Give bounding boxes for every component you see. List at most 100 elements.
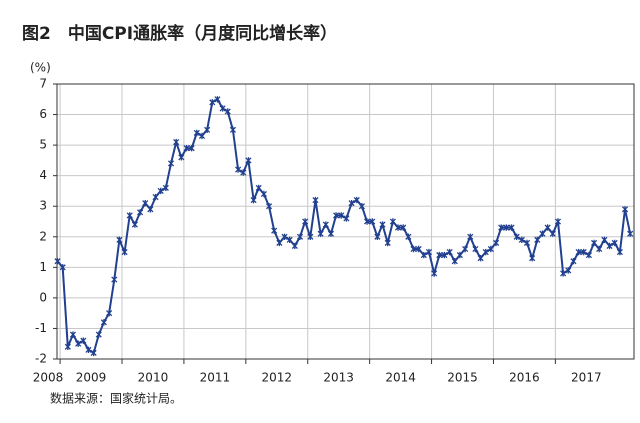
data-point xyxy=(137,209,144,216)
data-point xyxy=(565,267,572,274)
y-tick-label: 6 xyxy=(39,107,47,121)
data-point xyxy=(219,105,226,112)
x-tick-label: 2010 xyxy=(138,371,169,385)
data-point xyxy=(64,343,71,350)
data-point xyxy=(229,126,237,134)
data-point xyxy=(394,224,402,231)
x-tick-label: 2016 xyxy=(509,371,540,385)
data-point xyxy=(59,264,66,271)
x-tick-label: 2009 xyxy=(76,371,107,385)
data-point xyxy=(596,245,603,253)
data-point xyxy=(627,230,634,237)
data-point xyxy=(482,248,489,256)
data-point xyxy=(405,233,412,240)
data-point xyxy=(178,154,185,161)
data-point xyxy=(358,203,365,210)
data-point xyxy=(487,245,494,253)
y-tick-label: 7 xyxy=(39,77,47,91)
data-point xyxy=(554,218,562,225)
data-point xyxy=(513,233,520,240)
data-point xyxy=(193,129,200,137)
data-point xyxy=(353,196,360,204)
data-point xyxy=(456,251,463,259)
data-point xyxy=(260,190,267,198)
data-point xyxy=(601,236,608,244)
data-point xyxy=(621,206,629,213)
plot-frame xyxy=(56,83,635,360)
data-point xyxy=(167,160,175,167)
data-point xyxy=(209,99,216,106)
data-point xyxy=(410,245,417,253)
y-tick-label: -1 xyxy=(35,321,47,335)
data-point xyxy=(477,254,484,262)
data-point xyxy=(580,248,587,256)
data-point xyxy=(80,337,87,344)
data-point xyxy=(271,227,278,234)
data-point xyxy=(100,319,107,326)
data-point xyxy=(327,230,335,237)
data-point xyxy=(240,169,247,176)
data-point xyxy=(126,212,133,219)
data-point xyxy=(472,245,479,253)
cpi-line xyxy=(56,97,632,355)
data-point xyxy=(333,212,340,219)
data-point xyxy=(379,221,386,228)
data-point xyxy=(508,224,515,231)
data-point xyxy=(369,218,376,225)
data-point xyxy=(462,245,469,253)
data-point xyxy=(436,251,443,259)
data-point xyxy=(606,242,613,250)
data-point xyxy=(85,346,92,354)
data-point xyxy=(69,331,77,338)
data-point xyxy=(204,126,211,134)
data-point xyxy=(523,239,531,247)
data-point xyxy=(585,251,592,259)
data-point xyxy=(111,276,118,283)
data-point xyxy=(560,270,567,277)
y-tick-label: 1 xyxy=(39,260,47,274)
data-point xyxy=(188,144,195,152)
y-unit: (%) xyxy=(30,61,51,75)
data-point xyxy=(286,236,293,244)
data-point xyxy=(312,196,319,204)
data-point xyxy=(425,248,433,256)
data-point xyxy=(291,242,298,250)
data-point xyxy=(152,193,159,201)
data-point xyxy=(431,270,438,277)
data-point xyxy=(214,96,221,103)
data-point xyxy=(493,239,500,247)
x-tick-label: 2012 xyxy=(262,371,293,385)
data-point xyxy=(142,199,149,207)
data-point xyxy=(147,206,154,213)
data-point xyxy=(75,340,82,347)
data-point xyxy=(611,239,618,247)
data-point xyxy=(54,258,61,265)
data-point xyxy=(467,233,474,240)
y-tick-label: 2 xyxy=(39,229,47,243)
data-point xyxy=(389,218,396,225)
data-point xyxy=(235,166,242,173)
x-tick-label: 2011 xyxy=(200,371,231,385)
x-tick-label: 2008 xyxy=(33,371,64,385)
data-point xyxy=(549,230,556,237)
data-point xyxy=(544,224,551,231)
data-point xyxy=(131,221,138,228)
data-point xyxy=(518,236,525,244)
data-point xyxy=(529,254,536,262)
y-tick-label: 4 xyxy=(39,168,47,182)
data-point xyxy=(183,144,190,152)
data-point xyxy=(322,221,329,228)
source-note: 数据来源：国家统计局。 xyxy=(50,391,182,406)
data-point xyxy=(198,132,206,140)
y-tick-label: 5 xyxy=(39,138,47,152)
data-point xyxy=(570,258,577,265)
x-tick-label: 2014 xyxy=(385,371,416,385)
data-point xyxy=(420,251,427,259)
data-point xyxy=(415,245,422,253)
data-point xyxy=(276,239,283,247)
data-point xyxy=(255,184,262,192)
data-point xyxy=(281,233,288,240)
data-point xyxy=(121,248,128,256)
data-point xyxy=(250,196,257,204)
data-point xyxy=(162,184,169,192)
